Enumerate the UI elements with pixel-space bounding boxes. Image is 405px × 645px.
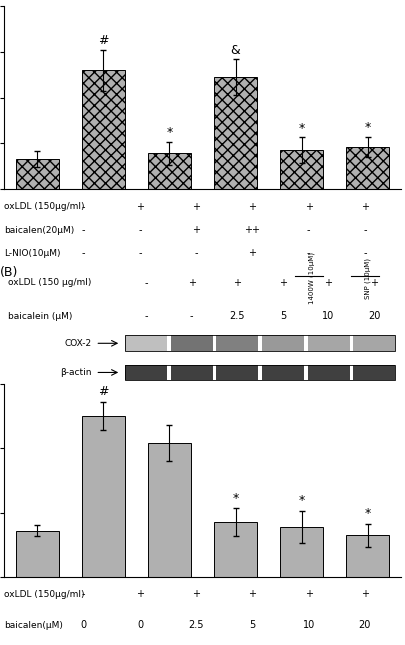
Text: 5: 5 [280, 312, 286, 321]
Text: 20: 20 [368, 312, 380, 321]
Bar [346, 535, 389, 577]
Text: baicalen(μM): baicalen(μM) [4, 620, 63, 630]
Text: *: * [232, 492, 239, 505]
Bar [82, 70, 125, 189]
Text: #: # [98, 386, 109, 399]
Text: +: + [136, 202, 144, 212]
Text: +: + [248, 248, 256, 258]
Bar [125, 364, 167, 381]
Text: *: * [298, 495, 305, 508]
Text: +: + [305, 202, 313, 212]
Text: +: + [192, 590, 200, 599]
Bar [216, 364, 258, 381]
Text: *: * [365, 121, 371, 134]
Text: L-NIO(10μM): L-NIO(10μM) [4, 249, 61, 258]
Text: *: * [298, 122, 305, 135]
Text: -: - [144, 278, 148, 288]
Bar [148, 153, 191, 189]
Text: oxLDL (150μg/ml): oxLDL (150μg/ml) [4, 590, 85, 599]
Bar [214, 522, 257, 577]
Text: -: - [138, 248, 142, 258]
Text: +: + [361, 202, 369, 212]
Text: -: - [82, 248, 85, 258]
Text: *: * [166, 126, 173, 139]
Text: 0: 0 [137, 620, 143, 630]
Text: -: - [138, 225, 142, 235]
Text: +: + [279, 278, 287, 288]
Text: -: - [363, 248, 367, 258]
Bar [280, 150, 323, 189]
Text: 2.5: 2.5 [230, 312, 245, 321]
Text: +: + [192, 202, 200, 212]
Text: +: + [188, 278, 196, 288]
Text: oxLDL (150μg/ml): oxLDL (150μg/ml) [4, 203, 85, 212]
Text: -: - [307, 248, 310, 258]
Text: +: + [248, 590, 256, 599]
Bar [214, 77, 257, 189]
Text: oxLDL (150 μg/ml): oxLDL (150 μg/ml) [8, 278, 92, 287]
Text: 20: 20 [359, 620, 371, 630]
Text: SNP (10μM): SNP (10μM) [365, 257, 371, 299]
Text: -: - [144, 312, 148, 321]
Text: β-actin: β-actin [60, 368, 92, 377]
Text: +: + [136, 590, 144, 599]
Text: 10: 10 [322, 312, 335, 321]
Text: -: - [82, 225, 85, 235]
Text: COX-2: COX-2 [64, 339, 92, 348]
Bar [16, 159, 59, 189]
Bar [125, 335, 167, 351]
Bar [16, 531, 59, 577]
Text: +: + [192, 225, 200, 235]
Bar [148, 443, 191, 577]
Text: -: - [307, 225, 310, 235]
Bar [353, 364, 395, 381]
Text: baicalein (μM): baicalein (μM) [8, 312, 72, 321]
Text: -: - [82, 590, 85, 599]
Bar [216, 335, 258, 351]
Text: +: + [305, 590, 313, 599]
Bar [171, 335, 213, 351]
Bar [125, 364, 395, 381]
Text: 2.5: 2.5 [188, 620, 204, 630]
Text: (B): (B) [0, 266, 19, 279]
Bar [280, 527, 323, 577]
Text: +: + [233, 278, 241, 288]
Text: +: + [361, 590, 369, 599]
Text: 0: 0 [81, 620, 87, 630]
Text: +: + [324, 278, 333, 288]
Text: ++: ++ [245, 225, 260, 235]
Text: 1400W (10μM): 1400W (10μM) [309, 252, 315, 304]
Bar [171, 364, 213, 381]
Text: 10: 10 [303, 620, 315, 630]
Text: -: - [194, 248, 198, 258]
Bar [346, 147, 389, 189]
Text: &: & [231, 44, 241, 57]
Text: 5: 5 [249, 620, 256, 630]
Bar [125, 335, 395, 351]
Text: +: + [248, 202, 256, 212]
Bar [353, 335, 395, 351]
Text: baicalen(20μM): baicalen(20μM) [4, 226, 74, 235]
Text: +: + [370, 278, 378, 288]
Text: -: - [190, 312, 193, 321]
Bar [82, 416, 125, 577]
Text: #: # [98, 34, 109, 48]
Text: *: * [365, 508, 371, 521]
Text: -: - [82, 202, 85, 212]
Bar [262, 335, 304, 351]
Bar [307, 335, 350, 351]
Bar [262, 364, 304, 381]
Bar [307, 364, 350, 381]
Text: -: - [363, 225, 367, 235]
